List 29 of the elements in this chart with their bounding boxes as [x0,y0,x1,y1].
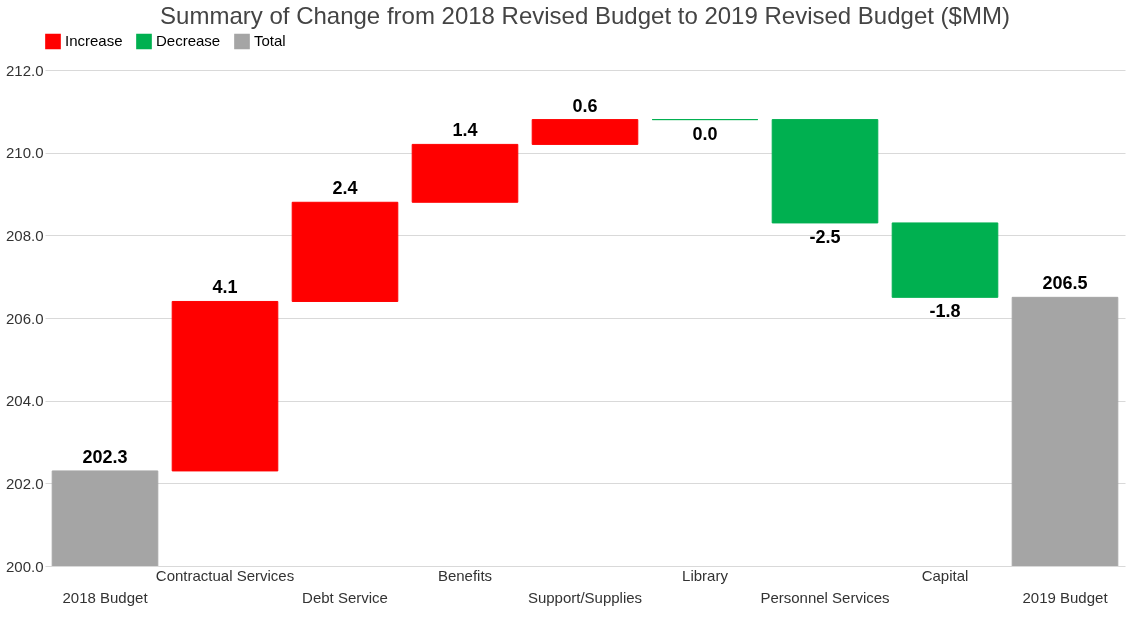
y-tick-label: 210.0 [5,144,44,162]
y-tick-label: 212.0 [5,61,44,79]
data-label: 0.6 [572,95,598,116]
x-tick-label: 2018 Budget [62,588,149,606]
data-label: -2.5 [809,226,841,247]
y-tick-label: 204.0 [5,392,44,410]
data-label: 202.3 [82,446,128,467]
data-label: 206.5 [1042,273,1088,294]
legend-label: Total [254,32,286,50]
legend-label: Decrease [156,32,221,50]
y-tick-label: 208.0 [5,226,44,244]
y-tick-label: 200.0 [5,557,44,575]
data-label: 0.0 [692,123,718,144]
x-tick-label: Capital [921,566,969,584]
data-label: 4.1 [212,277,238,298]
x-tick-label: Support/Supplies [527,588,643,606]
y-tick-label: 206.0 [5,309,44,327]
x-tick-label: Library [682,566,729,584]
legend-label: Increase [65,32,123,50]
x-tick-label: Personnel Services [760,588,890,606]
y-tick-label: 202.0 [5,474,44,492]
x-tick-label: 2019 Budget [1022,588,1109,606]
data-label: 1.4 [452,120,478,141]
x-tick-label: Debt Service [302,588,388,606]
chart-title: Summary of Change from 2018 Revised Budget to 2019 Revised Budget ($MM) [160,2,1010,29]
data-label: 2.4 [332,178,358,199]
x-tick-label: Contractual Services [155,566,295,584]
data-label: -1.8 [929,301,961,322]
x-tick-label: Benefits [437,566,493,584]
